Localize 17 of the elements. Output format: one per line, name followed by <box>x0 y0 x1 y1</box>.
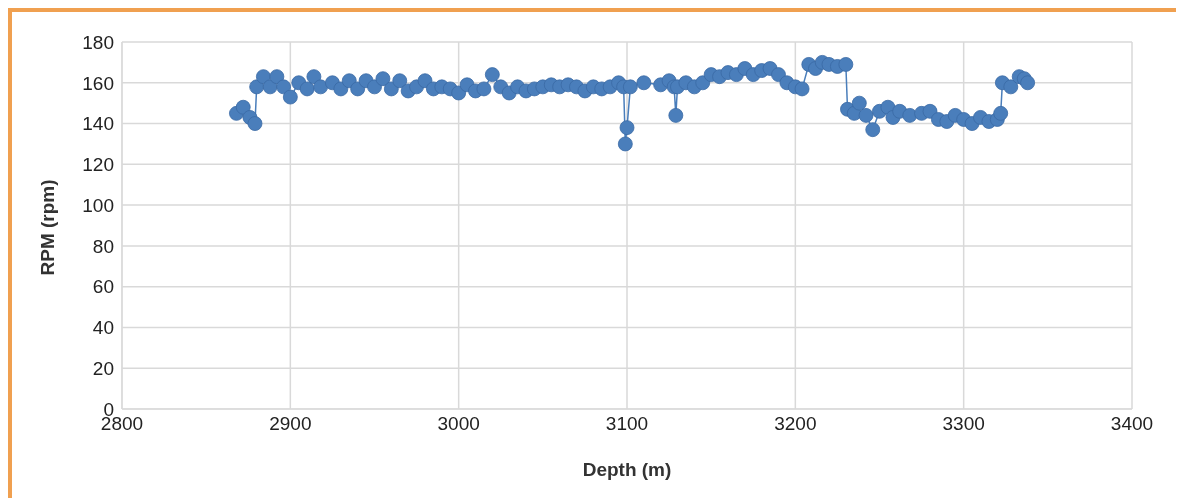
y-tick-label: 100 <box>82 194 114 216</box>
x-axis-title: Depth (m) <box>582 459 672 480</box>
y-tick-label: 80 <box>92 235 114 257</box>
y-tick-label: 60 <box>92 276 114 298</box>
y-tick-label: 160 <box>82 72 114 94</box>
y-tick-label: 120 <box>82 154 114 176</box>
y-tick-label: 40 <box>92 317 114 339</box>
y-tick-label: 180 <box>82 31 114 53</box>
y-tick-label: 20 <box>92 357 114 379</box>
y-tick-label: 140 <box>82 113 114 135</box>
x-tick-label: 3000 <box>437 413 480 435</box>
x-tick-label: 3400 <box>1110 413 1154 435</box>
x-tick-label: 3200 <box>774 413 817 435</box>
x-tick-label: 3300 <box>942 413 985 435</box>
x-tick-label: 2900 <box>269 413 312 435</box>
y-axis-title: RPM (rpm) <box>36 179 58 276</box>
x-tick-label: 3100 <box>605 413 649 435</box>
